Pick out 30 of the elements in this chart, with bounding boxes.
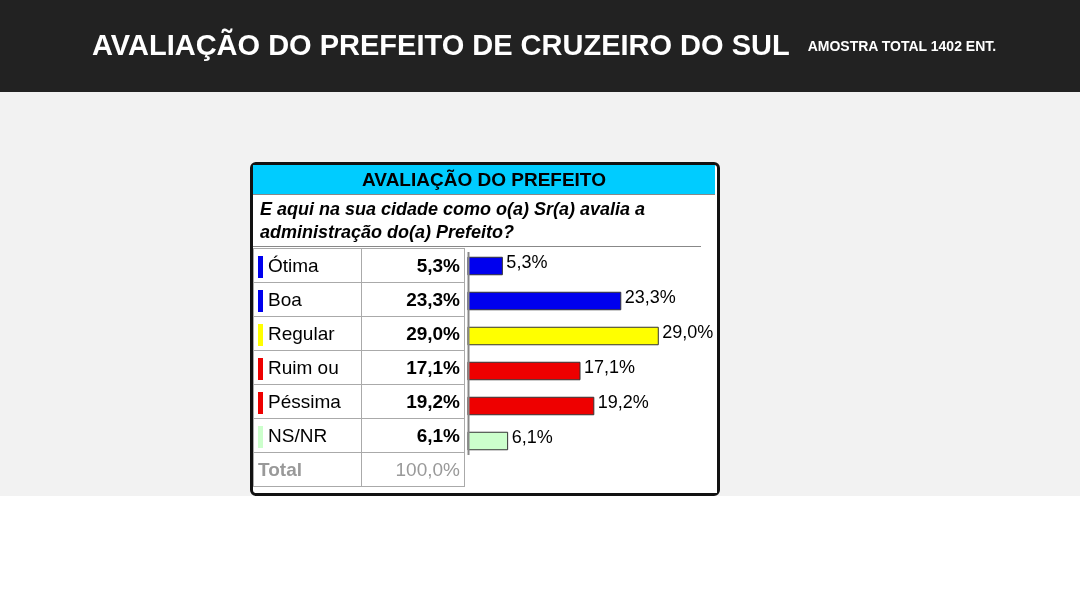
y-tick-label: Péssima bbox=[253, 384, 362, 419]
bar bbox=[467, 291, 622, 311]
text: 100,0% bbox=[361, 452, 465, 487]
y-tick-label: Regular bbox=[253, 316, 362, 351]
data-label: 6,1% bbox=[361, 418, 465, 453]
chart-title: AVALIAÇÃO DO PREFEITO DE CRUZEIRO DO SUL bbox=[92, 27, 790, 64]
text: 5,3% bbox=[506, 252, 548, 272]
y-tick-label: Ruim ou bbox=[253, 350, 362, 385]
text: 6,1% bbox=[511, 427, 553, 447]
text: AVALIAÇÃO DO PREFEITO bbox=[253, 165, 715, 195]
text: 19,2% bbox=[597, 392, 649, 412]
data-label: 23,3% bbox=[361, 282, 465, 317]
data-label: 29,0% bbox=[361, 316, 465, 351]
bar bbox=[467, 396, 595, 416]
y-tick-label: Ótima bbox=[253, 248, 362, 283]
text: 17,1% bbox=[584, 357, 636, 377]
y-tick-label: Boa bbox=[253, 282, 362, 317]
y-tick-label: NS/NR bbox=[253, 418, 362, 453]
bar bbox=[467, 361, 581, 381]
text: Total bbox=[253, 452, 362, 487]
bar bbox=[467, 256, 503, 276]
bar bbox=[467, 431, 509, 451]
data-label: 5,3% bbox=[361, 248, 465, 283]
text: 23,3% bbox=[624, 287, 676, 307]
text: E aqui na sua cidade como o(a) Sr(a) avalia a administração do(a) Prefeito? bbox=[253, 196, 701, 247]
data-label: 17,1% bbox=[361, 350, 465, 385]
bar bbox=[467, 326, 659, 346]
text: 29,0% bbox=[662, 322, 714, 342]
data-label: 19,2% bbox=[361, 384, 465, 419]
text: AMOSTRA TOTAL 1402 ENT. bbox=[807, 37, 997, 56]
